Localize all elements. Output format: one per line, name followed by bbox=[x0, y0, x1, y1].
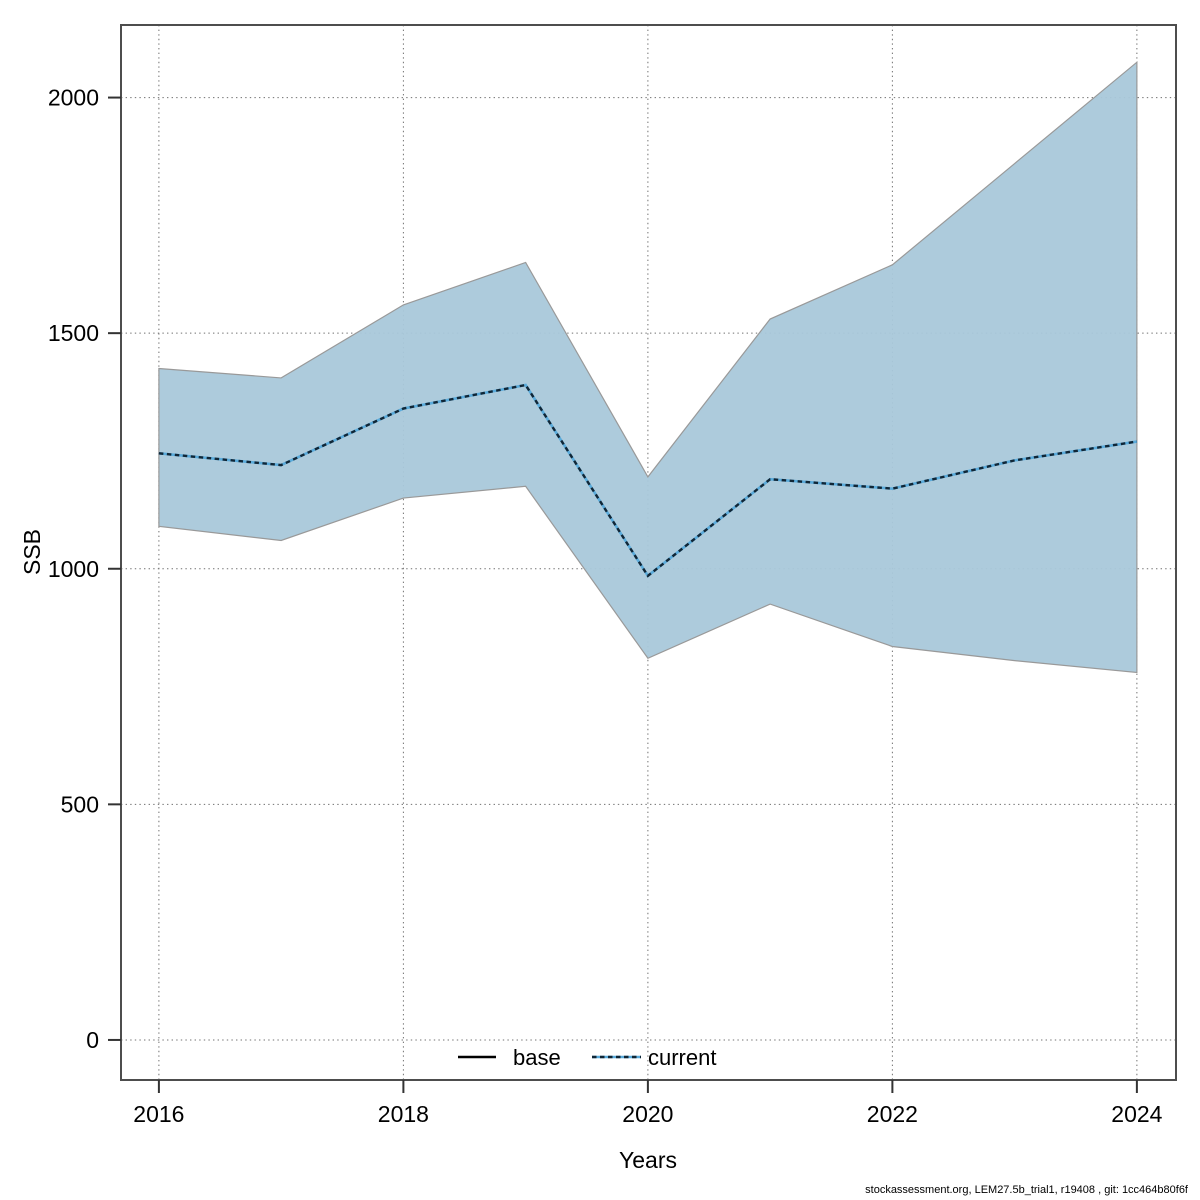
y-axis-title: SSB bbox=[19, 529, 45, 575]
x-tick-label: 2016 bbox=[133, 1101, 184, 1127]
x-tick-label: 2024 bbox=[1111, 1101, 1162, 1127]
axis-tick-labels: 0 500 1000 1500 2000 2016 2018 2020 2022 2024 bbox=[48, 85, 1163, 1127]
current-line bbox=[158, 383, 1138, 578]
legend-base-label: base bbox=[513, 1045, 561, 1070]
y-tick-label: 1000 bbox=[48, 556, 99, 582]
axis-ticks bbox=[108, 96, 1138, 1093]
x-tick-label: 2022 bbox=[867, 1101, 918, 1127]
footer-credit: stockassessment.org, LEM27.5b_trial1, r1… bbox=[865, 1184, 1189, 1196]
legend-current-label: current bbox=[648, 1045, 716, 1070]
confidence-band bbox=[158, 60, 1138, 674]
x-tick-label: 2020 bbox=[622, 1101, 673, 1127]
series-lines bbox=[158, 383, 1138, 578]
y-tick-label: 1500 bbox=[48, 320, 99, 346]
y-tick-label: 500 bbox=[61, 791, 99, 817]
legend: base current bbox=[458, 1045, 716, 1070]
y-tick-label: 0 bbox=[86, 1027, 99, 1053]
x-tick-label: 2018 bbox=[378, 1101, 429, 1127]
confidence-band-area bbox=[158, 60, 1138, 674]
x-axis-title: Years bbox=[619, 1147, 677, 1173]
y-tick-label: 2000 bbox=[48, 85, 99, 111]
